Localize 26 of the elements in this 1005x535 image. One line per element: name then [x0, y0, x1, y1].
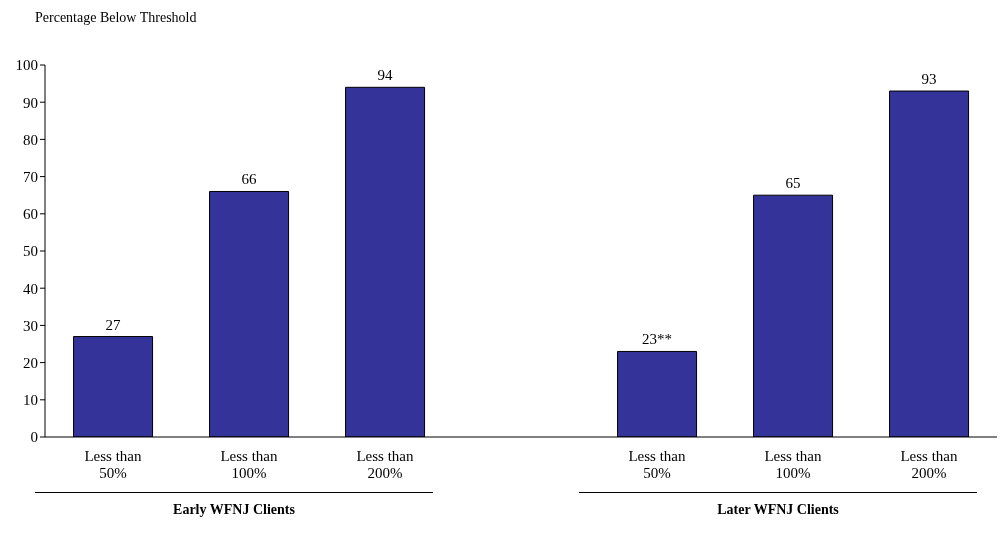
y-tick-label: 40	[23, 280, 38, 297]
y-tick-label: 60	[23, 206, 38, 223]
y-tick-label: 100	[15, 57, 38, 74]
x-tick-label: Less than 50%	[628, 448, 687, 481]
y-tick-label: 0	[30, 429, 38, 446]
x-tick-label: Less than 200%	[356, 448, 415, 481]
x-tick-label: Less than 100%	[220, 448, 279, 481]
y-tick-label: 30	[23, 317, 38, 334]
x-tick-label: Less than 50%	[84, 448, 143, 481]
x-tick-label: Less than 100%	[764, 448, 823, 481]
data-label: 65	[785, 175, 801, 192]
y-tick-label: 10	[23, 392, 38, 409]
data-label: 23**	[642, 331, 673, 348]
text: Later WFNJ Clients	[716, 502, 840, 518]
data-label: 27	[105, 316, 122, 333]
y-tick-label: 90	[23, 94, 38, 111]
data-label: 94	[377, 67, 394, 84]
y-tick-label: 50	[23, 243, 38, 260]
data-label: 93	[921, 71, 937, 88]
data-label: 66	[241, 171, 258, 188]
y-tick-label: 80	[23, 131, 38, 148]
y-tick-label: 70	[23, 168, 38, 185]
x-tick-label: Less than 200%	[900, 448, 959, 481]
text: Early WFNJ Clients	[172, 502, 296, 518]
y-axis-title: Percentage Below Threshold	[35, 10, 197, 26]
y-tick-label: 20	[23, 354, 38, 371]
